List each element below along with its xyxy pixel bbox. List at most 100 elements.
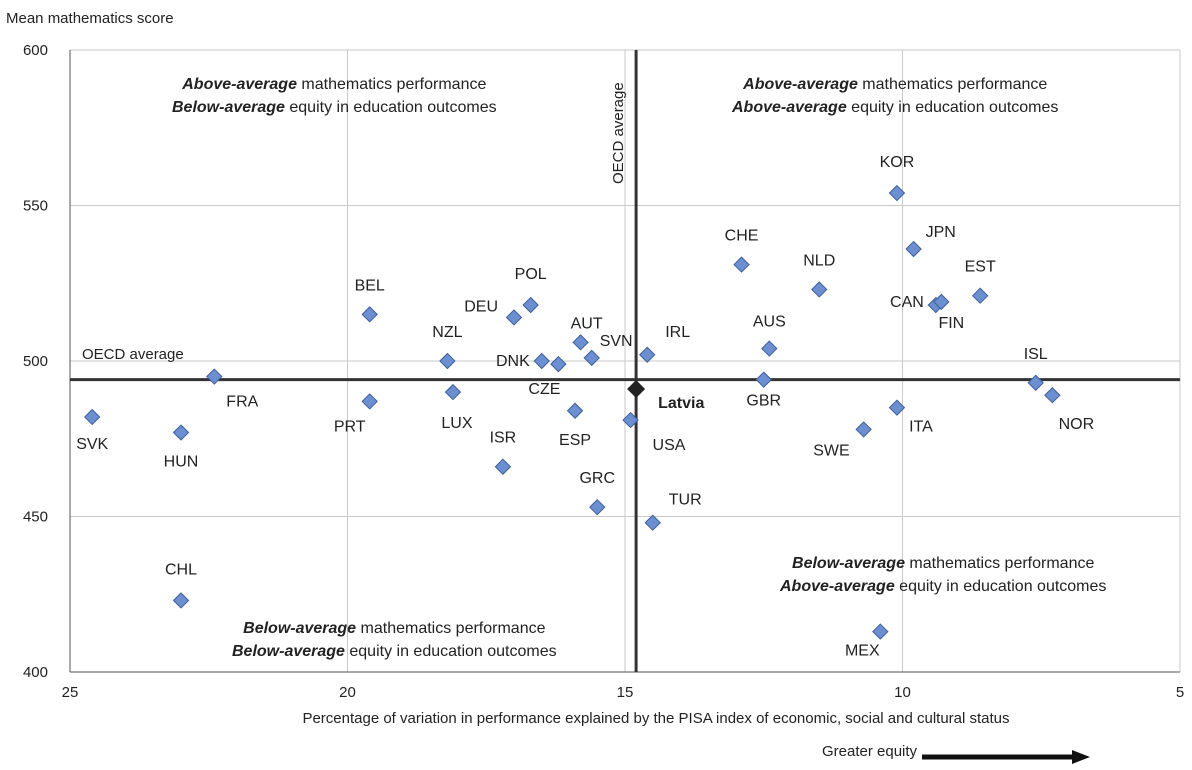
point-label-dnk: DNK	[496, 353, 530, 370]
data-point-nzl	[439, 352, 456, 370]
quadrant-tl-bold-1: Above-average	[182, 76, 297, 93]
data-point-grc	[589, 498, 606, 516]
y-tick-label: 500	[23, 353, 48, 370]
data-point-che	[733, 256, 750, 273]
point-label-che: CHE	[725, 228, 759, 245]
point-label-deu: DEU	[464, 298, 498, 315]
quadrant-bottom-right-note: Below-average mathematics performance Ab…	[780, 552, 1106, 598]
data-point-kor	[888, 184, 906, 202]
data-point-irl	[638, 346, 656, 363]
quadrant-br-text-2: equity in education outcomes	[894, 578, 1107, 595]
quadrant-top-left-note: Above-average mathematics performance Be…	[172, 73, 497, 119]
y-tick-label: 600	[23, 42, 48, 59]
axes: 25 20 15 10 5 600 550 500 450 400	[23, 42, 1184, 701]
data-point-lux	[444, 383, 462, 401]
point-label-esp: ESP	[559, 432, 591, 449]
quadrant-tl-bold-2: Below-average	[172, 99, 285, 116]
quadrant-br-bold-2: Above-average	[780, 578, 895, 595]
quadrant-tr-text-2: equity in education outcomes	[846, 99, 1059, 116]
data-point-mex	[872, 623, 889, 640]
point-label-gbr: GBR	[746, 393, 781, 410]
quadrant-bl-text-1: mathematics performance	[356, 620, 546, 637]
data-point-cze	[550, 355, 567, 373]
point-label-latvia: Latvia	[658, 395, 704, 412]
oecd-average-lines	[70, 50, 1180, 672]
x-tick-label: 5	[1176, 684, 1184, 701]
quadrant-top-right-note: Above-average mathematics performance Ab…	[732, 73, 1058, 119]
point-label-mex: MEX	[845, 643, 880, 660]
point-label-est: EST	[965, 259, 996, 276]
x-tick-label: 20	[339, 684, 356, 701]
point-label-chl: CHL	[165, 561, 197, 578]
point-label-tur: TUR	[669, 492, 702, 509]
point-label-nzl: NZL	[432, 324, 462, 341]
point-label-pol: POL	[515, 266, 547, 283]
data-point-swe	[855, 421, 872, 438]
point-label-bel: BEL	[355, 277, 385, 294]
y-tick-label: 550	[23, 198, 48, 215]
point-label-cze: CZE	[528, 381, 560, 398]
data-points	[83, 184, 1061, 640]
data-point-deu	[505, 309, 523, 326]
data-point-pol	[522, 296, 539, 314]
quadrant-br-text-1: mathematics performance	[904, 555, 1095, 572]
quadrant-bl-bold-2: Below-average	[232, 643, 345, 660]
data-point-hun	[172, 424, 190, 441]
quadrant-br-bold-1: Below-average	[792, 555, 905, 572]
x-tick-label: 25	[62, 684, 79, 701]
point-label-svk: SVK	[76, 436, 108, 453]
point-label-swe: SWE	[813, 442, 849, 459]
point-label-aus: AUS	[753, 314, 786, 331]
greater-equity-note: Greater equity	[822, 743, 918, 760]
data-point-svn	[583, 349, 600, 367]
data-point-jpn	[905, 240, 922, 258]
data-point-esp	[566, 402, 584, 419]
y-tick-label: 400	[23, 664, 48, 681]
data-point-fra	[206, 368, 223, 385]
data-point-usa	[622, 411, 639, 429]
data-point-svk	[83, 408, 101, 426]
point-label-aut: AUT	[571, 315, 603, 332]
quadrant-tl-text-2: equity in education outcomes	[284, 99, 497, 116]
point-label-hun: HUN	[164, 454, 199, 471]
data-point-tur	[644, 514, 661, 531]
quadrant-tl-text-1: mathematics performance	[296, 76, 487, 93]
data-point-isl	[1027, 374, 1044, 391]
arrow-right-icon	[922, 750, 1090, 764]
point-label-usa: USA	[653, 437, 686, 454]
data-point-chl	[172, 592, 190, 609]
point-label-prt: PRT	[334, 418, 366, 435]
point-label-nld: NLD	[803, 252, 835, 269]
quadrant-tr-bold-2: Above-average	[732, 99, 847, 116]
data-point-latvia	[627, 379, 646, 398]
y-tick-label: 450	[23, 509, 48, 526]
oecd-average-horizontal-label: OECD average	[82, 346, 184, 363]
data-point-nor	[1044, 387, 1061, 404]
point-label-fra: FRA	[226, 394, 258, 411]
data-point-aut	[572, 334, 589, 351]
data-point-fin	[933, 293, 950, 311]
point-label-irl: IRL	[665, 324, 690, 341]
point-label-isr: ISR	[490, 430, 517, 447]
point-label-kor: KOR	[880, 154, 915, 171]
quadrant-bottom-left-note: Below-average mathematics performance Be…	[232, 617, 557, 663]
data-point-prt	[361, 393, 378, 410]
point-label-grc: GRC	[579, 470, 615, 487]
point-label-fin: FIN	[938, 315, 964, 332]
x-tick-label: 10	[894, 684, 911, 701]
point-label-jpn: JPN	[926, 224, 956, 241]
quadrant-bl-bold-1: Below-average	[243, 620, 357, 637]
data-point-bel	[361, 306, 378, 323]
point-label-nor: NOR	[1059, 416, 1095, 433]
data-point-gbr	[755, 371, 772, 388]
y-axis-title: Mean mathematics score	[6, 10, 174, 27]
quadrant-bl-text-2: equity in education outcomes	[344, 643, 557, 660]
point-label-lux: LUX	[441, 415, 472, 432]
data-point-isr	[494, 458, 512, 475]
x-tick-label: 15	[617, 684, 634, 701]
x-axis-title: Percentage of variation in performance e…	[302, 710, 1010, 727]
data-point-ita	[888, 399, 906, 416]
quadrant-tr-bold-1: Above-average	[743, 76, 858, 93]
